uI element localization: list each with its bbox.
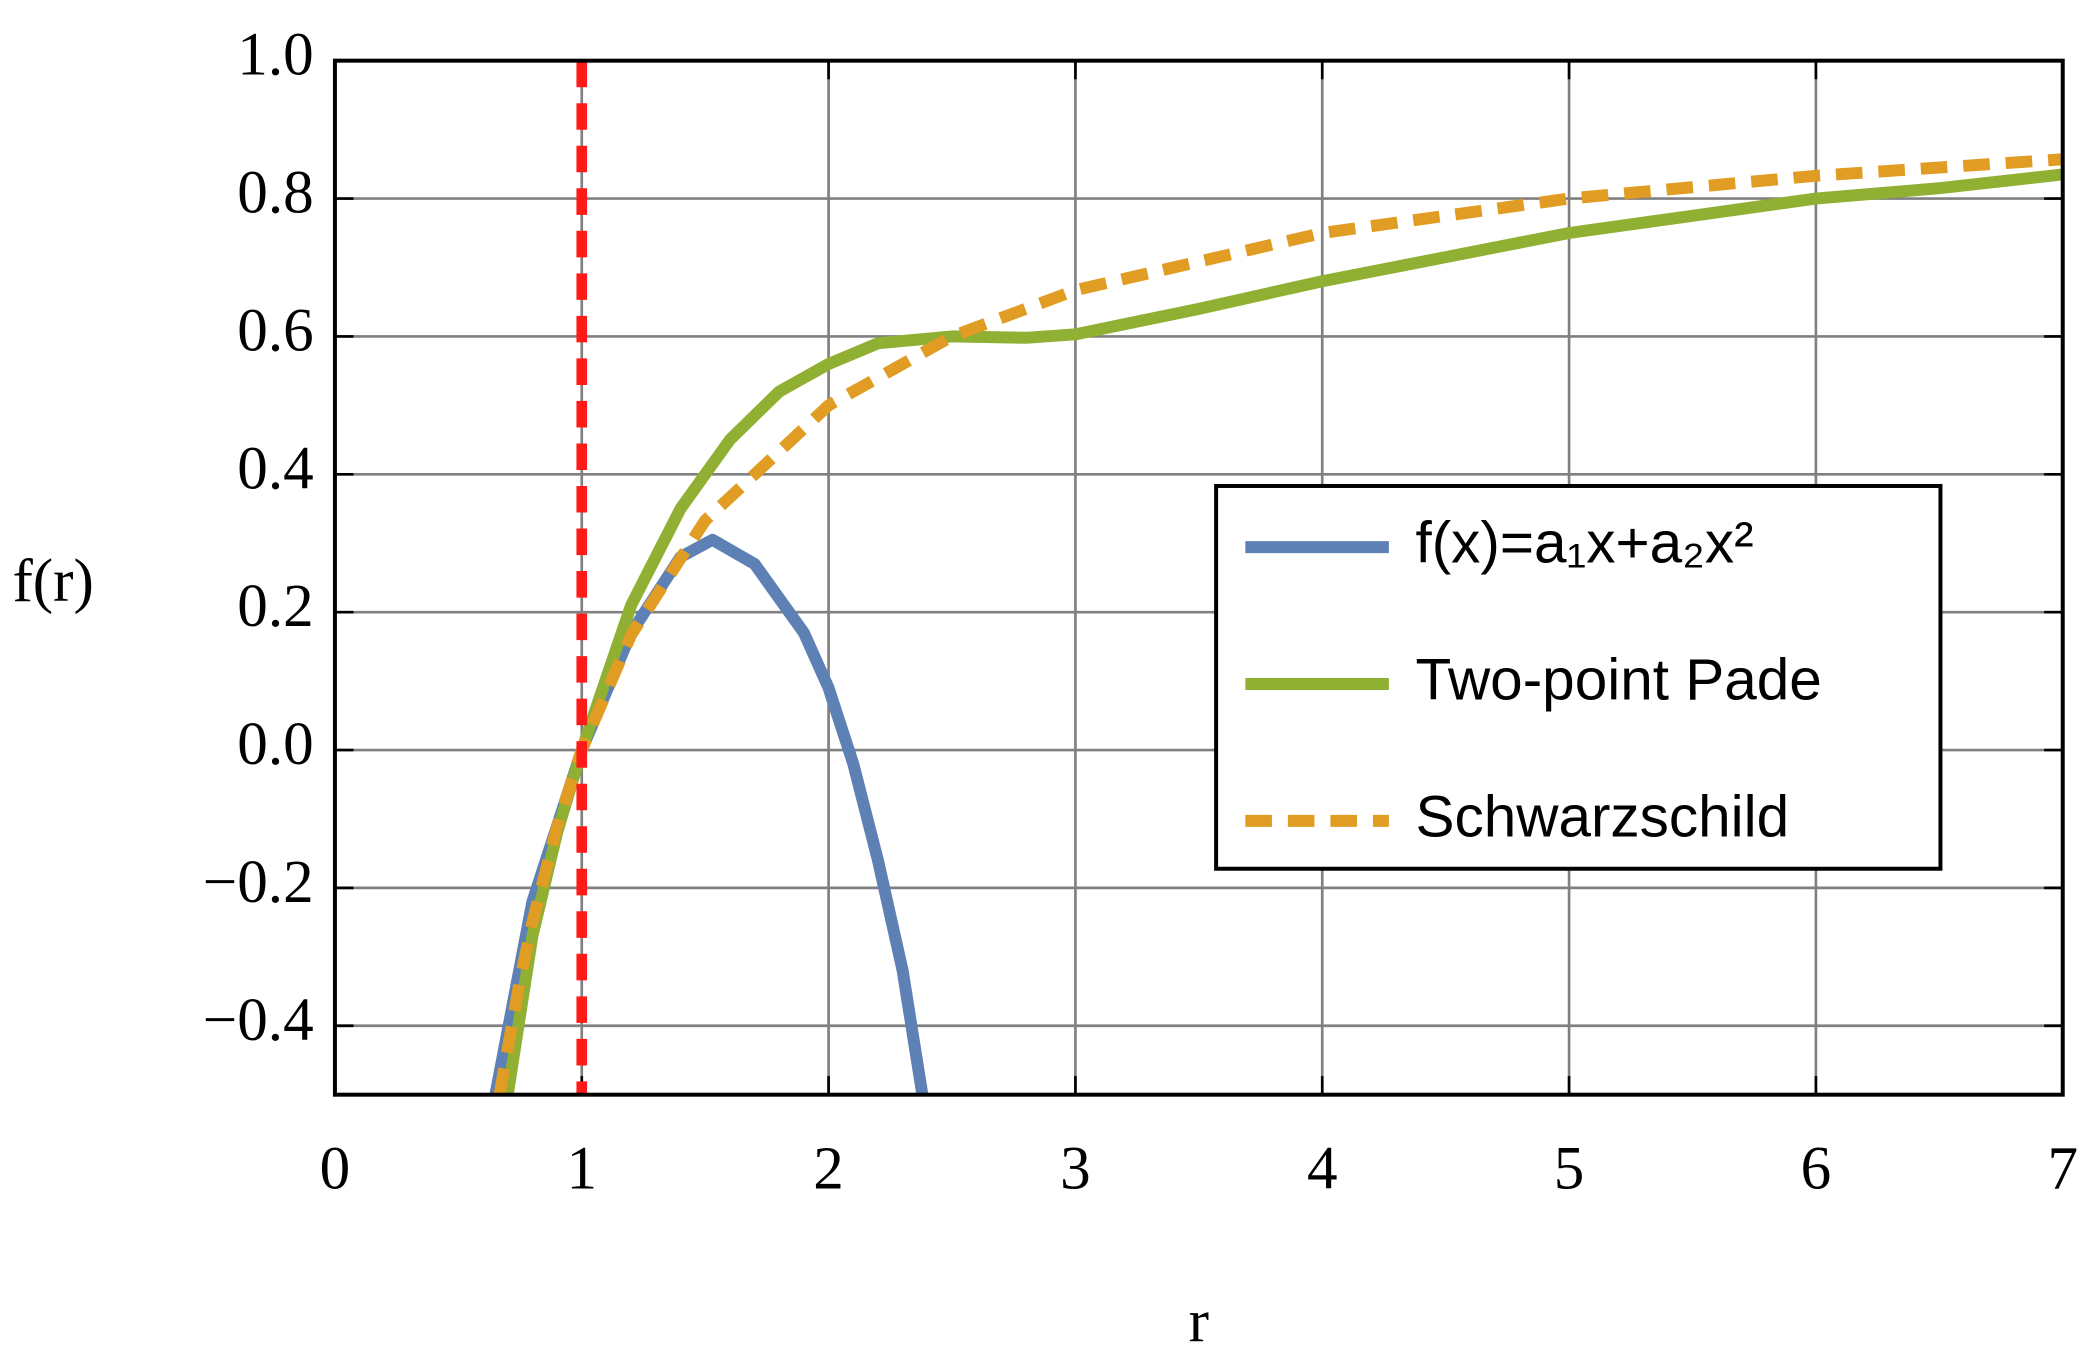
- legend-label: Two-point Pade: [1415, 647, 1821, 712]
- x-tick-label: 1: [566, 1135, 597, 1202]
- y-tick-label: 0.4: [237, 435, 313, 502]
- x-tick-label: 5: [1554, 1135, 1585, 1202]
- x-tick-label: 3: [1060, 1135, 1091, 1202]
- x-tick-label: 2: [813, 1135, 844, 1202]
- y-tick-label: 0.8: [237, 160, 313, 227]
- y-tick-label: 0.0: [237, 711, 313, 778]
- y-tick-label: 0.6: [237, 297, 313, 364]
- x-tick-label: 0: [320, 1135, 351, 1202]
- x-tick-label: 4: [1307, 1135, 1338, 1202]
- legend-label: f(x)=a₁x+a₂x²: [1415, 511, 1753, 576]
- plot-frame: [332, 58, 2065, 1097]
- y-tick-label: −0.2: [203, 849, 314, 916]
- y-tick-label: 0.2: [237, 573, 313, 640]
- x-tick-label: 7: [2047, 1135, 2078, 1202]
- y-axis-label: f(r): [12, 548, 93, 615]
- series-line: [493, 153, 2063, 1095]
- y-tick-label: −0.4: [203, 987, 314, 1054]
- legend-label: Schwarzschild: [1415, 784, 1789, 849]
- y-tick-label: 1.0: [237, 22, 313, 89]
- x-tick-label: 6: [1801, 1135, 1832, 1202]
- x-axis-label: r: [1189, 1288, 1209, 1355]
